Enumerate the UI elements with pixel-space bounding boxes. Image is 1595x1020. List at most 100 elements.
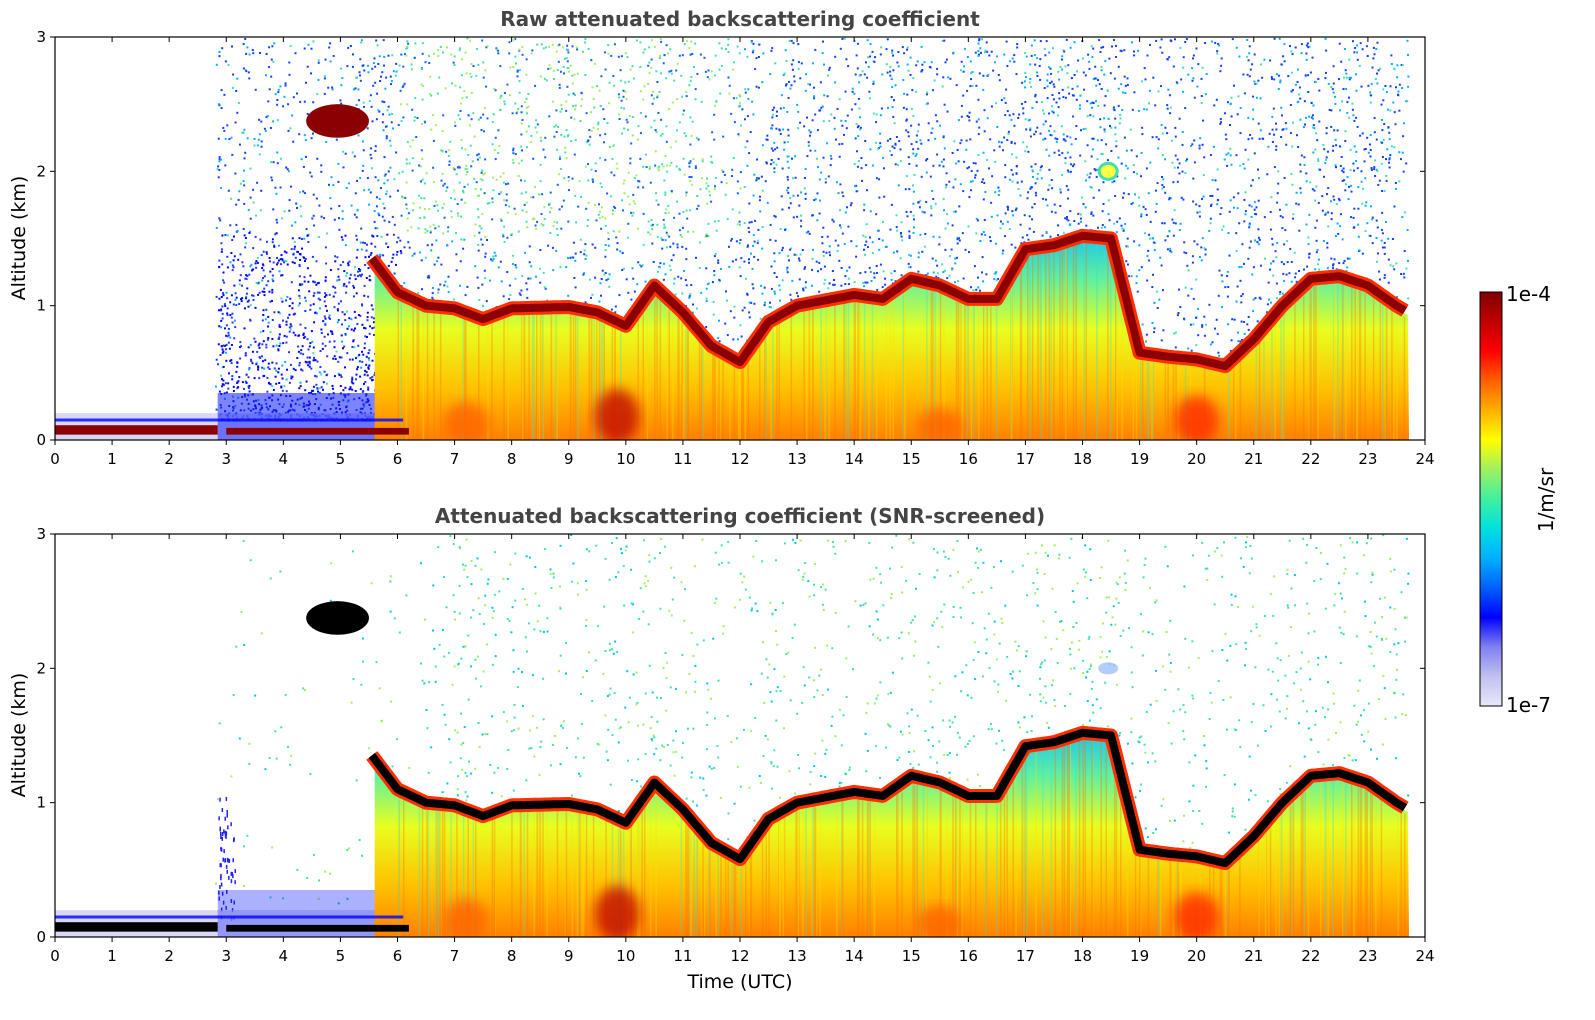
x-tick-label: 13 bbox=[788, 450, 807, 468]
x-tick-label: 17 bbox=[1016, 947, 1035, 965]
x-tick-label: 21 bbox=[1244, 947, 1263, 965]
x-tick-label: 23 bbox=[1358, 947, 1377, 965]
x-tick-label: 13 bbox=[788, 947, 807, 965]
raw-y-ticks: 0 1 2 3 bbox=[36, 28, 1425, 449]
boundary-layer-body bbox=[374, 735, 1410, 937]
elevated-plume bbox=[306, 601, 369, 635]
warm-patch bbox=[444, 899, 488, 937]
mixing-streaks bbox=[397, 242, 1406, 440]
x-tick-label: 10 bbox=[616, 947, 635, 965]
y-tick-label: 1 bbox=[36, 794, 46, 812]
screened-panel-title: Attenuated backscattering coefficient (S… bbox=[435, 504, 1045, 528]
x-tick-label: 12 bbox=[730, 947, 749, 965]
x-tick-label: 22 bbox=[1301, 947, 1320, 965]
warm-patch bbox=[917, 906, 962, 937]
x-tick-label: 18 bbox=[1073, 947, 1092, 965]
x-tick-label: 3 bbox=[221, 450, 231, 468]
warm-patch bbox=[917, 409, 962, 440]
x-tick-label: 16 bbox=[959, 450, 978, 468]
x-tick-label: 1 bbox=[107, 450, 117, 468]
raw-heatmap-area bbox=[55, 37, 1410, 440]
warm-patch bbox=[1174, 395, 1219, 440]
x-tick-label: 8 bbox=[507, 450, 517, 468]
residual-spot bbox=[1097, 161, 1119, 181]
surface-layer-edge bbox=[55, 915, 404, 919]
warm-patch bbox=[595, 885, 640, 937]
x-tick-label: 15 bbox=[902, 947, 921, 965]
x-tick-label: 20 bbox=[1187, 450, 1206, 468]
x-tick-label: 23 bbox=[1358, 450, 1377, 468]
x-tick-label: 1 bbox=[107, 947, 117, 965]
x-tick-label: 21 bbox=[1244, 450, 1263, 468]
surface-layer-a bbox=[55, 425, 218, 435]
screened-y-ticks: 0 1 2 3 bbox=[36, 525, 1425, 946]
surface-layer-b bbox=[226, 924, 409, 932]
x-tick-label: 20 bbox=[1187, 947, 1206, 965]
y-tick-label: 3 bbox=[36, 525, 46, 543]
x-tick-label: 22 bbox=[1301, 450, 1320, 468]
surface-layer-edge bbox=[55, 418, 404, 422]
mixing-streaks bbox=[398, 739, 1406, 937]
warm-patch bbox=[1174, 892, 1219, 937]
colorbar-unit-label: 1/m/sr bbox=[1534, 467, 1558, 532]
x-tick-label: 24 bbox=[1415, 947, 1434, 965]
x-tick-label: 8 bbox=[507, 947, 517, 965]
x-tick-label: 7 bbox=[450, 947, 460, 965]
x-axis-label: Time (UTC) bbox=[686, 971, 792, 993]
y-tick-label: 0 bbox=[36, 431, 46, 449]
screened-heatmap-area bbox=[55, 534, 1410, 937]
raw-panel-title: Raw attenuated backscattering coefficien… bbox=[500, 7, 980, 31]
colorbar-max-label: 1e-4 bbox=[1506, 282, 1551, 306]
elevated-plume bbox=[306, 104, 369, 138]
raw-backscatter-panel: Raw attenuated backscattering coefficien… bbox=[8, 7, 1435, 468]
x-tick-label: 9 bbox=[564, 947, 574, 965]
boundary-layer-top-line bbox=[368, 728, 1408, 868]
x-tick-label: 0 bbox=[50, 450, 60, 468]
y-tick-label: 0 bbox=[36, 928, 46, 946]
x-tick-label: 0 bbox=[50, 947, 60, 965]
x-tick-label: 11 bbox=[673, 947, 692, 965]
x-tick-label: 6 bbox=[393, 450, 403, 468]
x-tick-label: 18 bbox=[1073, 450, 1092, 468]
x-tick-label: 7 bbox=[450, 450, 460, 468]
warm-patch bbox=[595, 388, 640, 440]
screened-y-axis-label: Altitude (km) bbox=[8, 673, 30, 798]
x-tick-label: 2 bbox=[164, 450, 174, 468]
y-tick-label: 3 bbox=[36, 28, 46, 46]
x-tick-label: 17 bbox=[1016, 450, 1035, 468]
x-tick-label: 15 bbox=[902, 450, 921, 468]
boundary-layer-top-line bbox=[368, 231, 1408, 371]
colorbar-min-label: 1e-7 bbox=[1506, 693, 1551, 717]
x-tick-label: 19 bbox=[1130, 450, 1149, 468]
x-tick-label: 14 bbox=[845, 947, 864, 965]
x-tick-label: 5 bbox=[336, 450, 346, 468]
x-tick-label: 14 bbox=[845, 450, 864, 468]
boundary-layer-body bbox=[374, 238, 1410, 440]
x-tick-label: 4 bbox=[279, 947, 289, 965]
x-tick-label: 4 bbox=[279, 450, 289, 468]
x-tick-label: 12 bbox=[730, 450, 749, 468]
y-tick-label: 2 bbox=[36, 659, 46, 677]
x-tick-label: 2 bbox=[164, 947, 174, 965]
screened-backscatter-panel: Attenuated backscattering coefficient (S… bbox=[8, 504, 1435, 993]
raw-y-axis-label: Altitude (km) bbox=[8, 176, 30, 301]
x-tick-label: 24 bbox=[1415, 450, 1434, 468]
raw-x-ticks: 0 1 2 3 4 5 6 7 8 9 10 11 12 13 14 15 16 17 18 19 20 21 22 23 24 bbox=[50, 37, 1435, 468]
x-tick-label: 19 bbox=[1130, 947, 1149, 965]
surface-layer-b bbox=[226, 427, 409, 435]
colorbar: 1e-4 1e-7 1/m/sr bbox=[1479, 282, 1558, 717]
screened-x-ticks: 0 1 2 3 4 5 6 7 8 9 10 11 12 13 14 15 16 17 18 19 20 21 22 23 24 bbox=[50, 534, 1435, 965]
x-tick-label: 9 bbox=[564, 450, 574, 468]
colorbar-scale bbox=[1479, 291, 1503, 707]
y-tick-label: 1 bbox=[36, 297, 46, 315]
x-tick-label: 3 bbox=[221, 947, 231, 965]
surface-layer-a bbox=[55, 922, 218, 932]
warm-patch bbox=[444, 402, 488, 440]
x-tick-label: 5 bbox=[336, 947, 346, 965]
x-tick-label: 6 bbox=[393, 947, 403, 965]
x-tick-label: 16 bbox=[959, 947, 978, 965]
x-tick-label: 11 bbox=[673, 450, 692, 468]
x-tick-label: 10 bbox=[616, 450, 635, 468]
y-tick-label: 2 bbox=[36, 162, 46, 180]
